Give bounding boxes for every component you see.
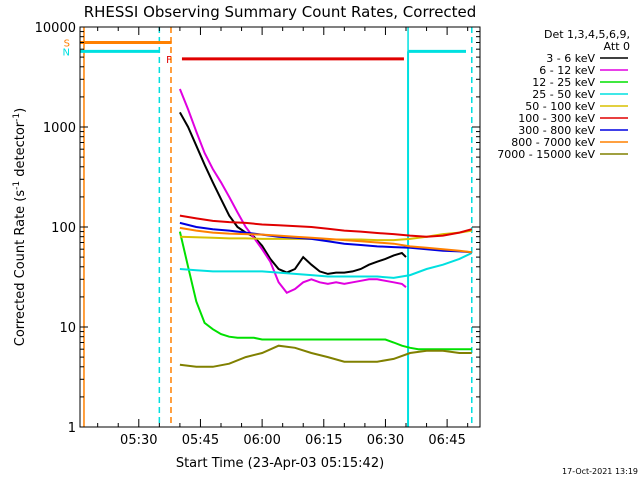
legend-label: 100 - 300 keV bbox=[518, 112, 595, 125]
flag-label-n: N bbox=[63, 47, 70, 58]
y-axis-label-sup1: -1 bbox=[12, 181, 22, 190]
series-line-2 bbox=[178, 231, 472, 351]
observing-flags: SN F bbox=[63, 27, 473, 427]
x-tick-label: 05:30 bbox=[120, 433, 157, 448]
series-line-6 bbox=[179, 221, 472, 254]
y-tick-label: 1000 bbox=[43, 121, 76, 136]
series-line-7 bbox=[179, 226, 472, 254]
y-tick-label: 1 bbox=[68, 421, 76, 436]
x-tick-label: 05:45 bbox=[182, 433, 219, 448]
series-line-3 bbox=[179, 252, 473, 279]
series-layer bbox=[178, 88, 473, 368]
x-tick-label: 06:00 bbox=[243, 433, 280, 448]
legend-label: 6 - 12 keV bbox=[539, 64, 595, 77]
x-tick-label: 06:45 bbox=[428, 433, 465, 448]
y-axis-label-main: Corrected Count Rate (s bbox=[13, 190, 28, 347]
legend-label: 7000 - 15000 keV bbox=[497, 148, 595, 161]
series-line-1 bbox=[178, 88, 407, 295]
x-tick-label: 06:30 bbox=[367, 433, 404, 448]
x-axis-label: Start Time (23-Apr-03 05:15:42) bbox=[176, 456, 384, 471]
series-line-5 bbox=[179, 214, 473, 238]
legend-label: 12 - 25 keV bbox=[532, 76, 595, 89]
x-tick-label: 06:15 bbox=[305, 433, 342, 448]
legend-label: 300 - 800 keV bbox=[518, 124, 595, 137]
y-axis-label-sup2: -1 bbox=[12, 113, 22, 122]
legend-header-line2: Att 0 bbox=[604, 40, 630, 53]
legend-header-line1: Det 1,3,4,5,6,9, bbox=[544, 28, 630, 41]
y-tick-label: 100 bbox=[51, 221, 76, 236]
series-line-0 bbox=[179, 111, 407, 275]
flag-label-f: F bbox=[166, 55, 172, 66]
y-axis-label-mid: detector bbox=[13, 121, 28, 181]
legend-label: 50 - 100 keV bbox=[525, 100, 595, 113]
legend-label: 25 - 50 keV bbox=[532, 88, 595, 101]
legend-label: 3 - 6 keV bbox=[546, 52, 595, 65]
y-axis-label-end: ) bbox=[13, 108, 28, 113]
y-axis-label: Corrected Count Rate (s-1 detector-1) bbox=[12, 108, 28, 346]
y-tick-label: 10 bbox=[59, 321, 76, 336]
series-line-8 bbox=[179, 344, 472, 368]
chart-title: RHESSI Observing Summary Count Rates, Co… bbox=[84, 3, 477, 21]
x-axis: 05:30 05:45 06:00 06:15 06:30 06:45 bbox=[97, 27, 469, 448]
y-axis: 1 10 100 1000 10000 bbox=[35, 21, 480, 436]
y-tick-label: 10000 bbox=[35, 21, 76, 36]
flag-label-s: S bbox=[64, 38, 70, 49]
timestamp: 17-Oct-2021 13:19 bbox=[562, 467, 638, 476]
legend-label: 800 - 7000 keV bbox=[511, 136, 595, 149]
